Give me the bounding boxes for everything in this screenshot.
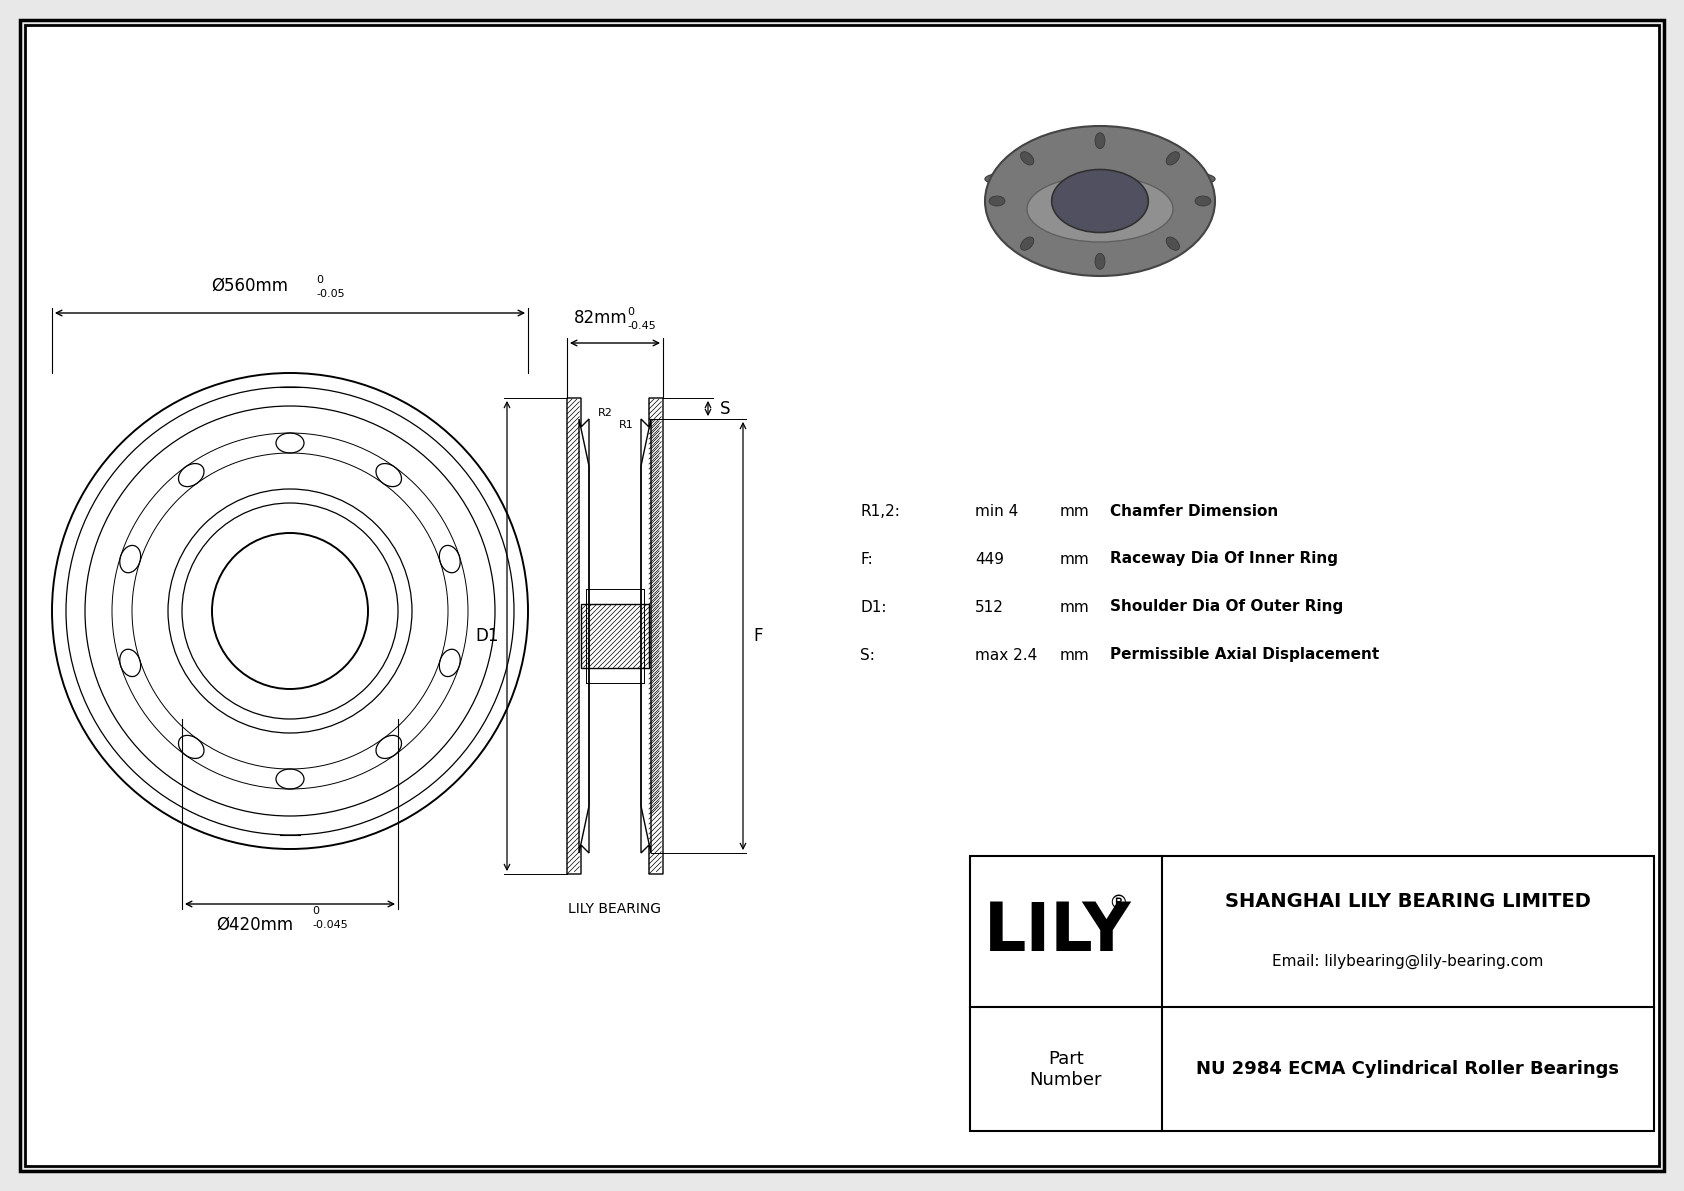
Ellipse shape	[985, 166, 1214, 192]
Text: Ø420mm: Ø420mm	[217, 916, 293, 934]
Text: 512: 512	[975, 599, 1004, 615]
Ellipse shape	[1165, 151, 1179, 166]
Text: Email: lilybearing@lily-bearing.com: Email: lilybearing@lily-bearing.com	[1271, 954, 1544, 969]
Text: -0.045: -0.045	[312, 919, 349, 930]
Text: Shoulder Dia Of Outer Ring: Shoulder Dia Of Outer Ring	[1110, 599, 1344, 615]
Ellipse shape	[1027, 176, 1174, 242]
Ellipse shape	[1021, 237, 1034, 250]
Text: mm: mm	[1059, 599, 1090, 615]
Text: 82mm: 82mm	[574, 308, 628, 328]
Bar	[581, 604, 648, 668]
Text: LILY BEARING: LILY BEARING	[569, 902, 662, 916]
Text: R2: R2	[598, 409, 613, 418]
Text: Permissible Axial Displacement: Permissible Axial Displacement	[1110, 648, 1379, 662]
Ellipse shape	[985, 126, 1214, 276]
Ellipse shape	[1095, 132, 1105, 149]
Ellipse shape	[1165, 237, 1179, 250]
Text: Chamfer Dimension: Chamfer Dimension	[1110, 504, 1278, 518]
Text: F:: F:	[861, 551, 872, 567]
Text: D1: D1	[475, 626, 498, 646]
Text: D1:: D1:	[861, 599, 886, 615]
Ellipse shape	[1095, 254, 1105, 269]
Text: mm: mm	[1059, 648, 1090, 662]
Text: S:: S:	[861, 648, 876, 662]
Text: LILY: LILY	[983, 899, 1132, 965]
Ellipse shape	[989, 197, 1005, 206]
Text: S: S	[721, 399, 731, 418]
Bar	[970, 856, 1654, 1131]
Text: 449: 449	[975, 551, 1004, 567]
Text: Ø560mm: Ø560mm	[212, 278, 288, 295]
Ellipse shape	[1021, 151, 1034, 166]
Text: mm: mm	[1059, 504, 1090, 518]
Text: -0.05: -0.05	[317, 289, 345, 299]
Ellipse shape	[1196, 197, 1211, 206]
Text: R1,2:: R1,2:	[861, 504, 899, 518]
Text: 0: 0	[626, 307, 633, 317]
Text: mm: mm	[1059, 551, 1090, 567]
Text: -0.45: -0.45	[626, 322, 655, 331]
Text: Raceway Dia Of Inner Ring: Raceway Dia Of Inner Ring	[1110, 551, 1339, 567]
Text: Part
Number: Part Number	[1029, 1049, 1101, 1089]
Text: 0: 0	[312, 906, 318, 916]
Text: ®: ®	[1108, 894, 1128, 913]
Text: R1: R1	[620, 420, 633, 430]
Text: SHANGHAI LILY BEARING LIMITED: SHANGHAI LILY BEARING LIMITED	[1224, 892, 1591, 911]
Text: NU 2984 ECMA Cylindrical Roller Bearings: NU 2984 ECMA Cylindrical Roller Bearings	[1196, 1060, 1620, 1078]
Ellipse shape	[1052, 169, 1148, 232]
Text: max 2.4: max 2.4	[975, 648, 1037, 662]
Text: F: F	[753, 626, 763, 646]
Text: 0: 0	[317, 275, 323, 285]
Text: min 4: min 4	[975, 504, 1019, 518]
